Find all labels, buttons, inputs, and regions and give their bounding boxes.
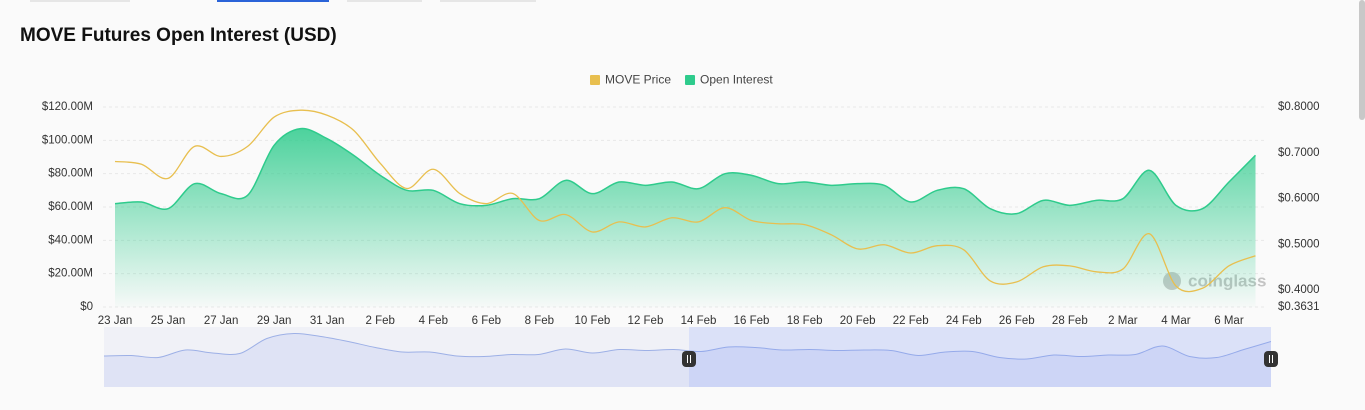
legend-label[interactable]: Open Interest	[700, 73, 773, 87]
scrollbar[interactable]	[1359, 0, 1365, 120]
line	[114, 127, 1257, 215]
legend-swatch[interactable]	[590, 75, 600, 85]
x-tick-label: 4 Mar	[1161, 315, 1191, 327]
x-tick-label: 29 Jan	[257, 315, 292, 327]
x-tick-label: 31 Jan	[310, 315, 345, 327]
x-tick-label: 20 Feb	[840, 315, 876, 327]
y2-tick-label: $0.3631	[1278, 301, 1320, 313]
x-tick-label: 2 Feb	[366, 315, 395, 327]
tab[interactable]	[30, 0, 130, 2]
y-tick-label: $100.00M	[42, 134, 93, 146]
x-tick-label: 6 Mar	[1214, 315, 1244, 327]
x-tick-label: 10 Feb	[575, 315, 611, 327]
line	[114, 109, 1256, 293]
x-tick-label: 23 Jan	[98, 315, 133, 327]
x-tick-label: 6 Feb	[472, 315, 501, 327]
y2-tick-label: $0.7000	[1278, 147, 1320, 159]
x-tick-label: 27 Jan	[204, 315, 239, 327]
y-tick-label: $120.00M	[42, 101, 93, 113]
tab[interactable]	[347, 0, 422, 2]
y-tick-label: $20.00M	[48, 268, 93, 280]
legend-label[interactable]: MOVE Price	[605, 73, 671, 87]
y-tick-label: $80.00M	[48, 168, 93, 180]
tab-active[interactable]	[217, 0, 329, 2]
y-tick-label: $40.00M	[48, 234, 93, 246]
x-tick-label: 2 Mar	[1108, 315, 1138, 327]
x-tick-label: 12 Feb	[628, 315, 664, 327]
x-tick-label: 4 Feb	[419, 315, 448, 327]
brush-handle[interactable]	[1264, 351, 1278, 367]
x-tick-label: 26 Feb	[999, 315, 1035, 327]
x-tick-label: 28 Feb	[1052, 315, 1088, 327]
y-tick-label: $60.00M	[48, 201, 93, 213]
y2-tick-label: $0.8000	[1278, 101, 1320, 113]
y-tick-label: $0	[80, 301, 93, 313]
tab[interactable]	[440, 0, 536, 2]
brush-handle[interactable]	[682, 351, 696, 367]
x-tick-label: 14 Feb	[681, 315, 717, 327]
x-tick-label: 24 Feb	[946, 315, 982, 327]
brush-selection[interactable]	[689, 327, 1271, 387]
chart-title: MOVE Futures Open Interest (USD)	[20, 25, 337, 46]
x-tick-label: 8 Feb	[525, 315, 554, 327]
y2-tick-label: $0.5000	[1278, 238, 1320, 250]
x-tick-label: 22 Feb	[893, 315, 929, 327]
y2-tick-label: $0.4000	[1278, 284, 1320, 296]
x-tick-label: 25 Jan	[151, 315, 186, 327]
x-tick-label: 18 Feb	[787, 315, 823, 327]
x-tick-label: 16 Feb	[734, 315, 770, 327]
minimap-line	[103, 332, 1272, 360]
area	[115, 128, 1256, 307]
y2-tick-label: $0.6000	[1278, 193, 1320, 205]
legend-swatch[interactable]	[685, 75, 696, 85]
